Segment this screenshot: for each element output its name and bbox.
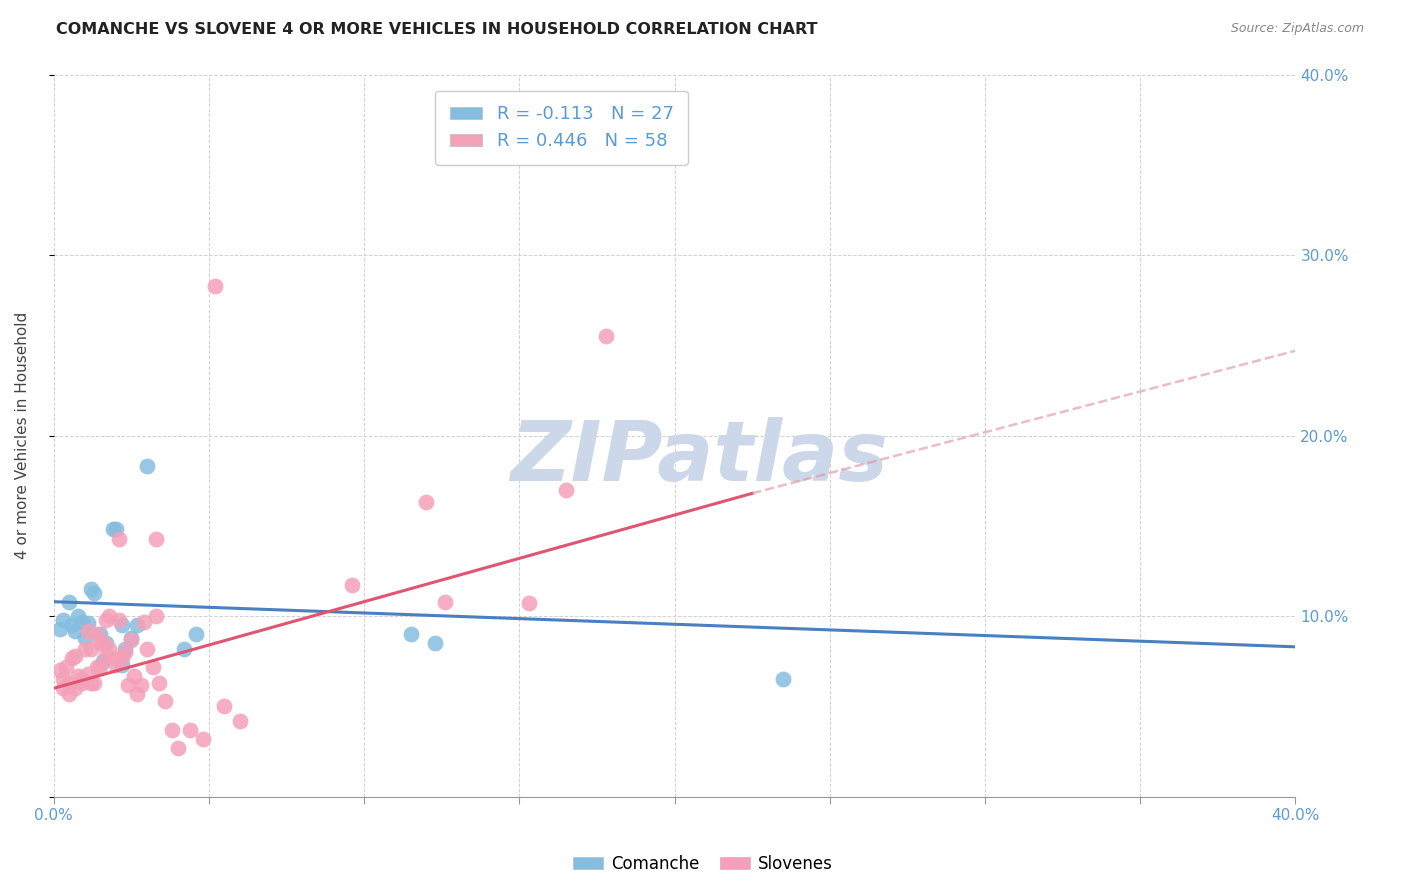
Point: [101, 650, 124, 665]
Point: [399, 627, 422, 641]
Text: ZIPatlas: ZIPatlas: [510, 417, 889, 498]
Point: [108, 613, 131, 627]
Point: [65, 681, 87, 696]
Point: [58, 595, 80, 609]
Point: [76, 667, 98, 681]
Point: [65, 624, 87, 638]
Point: [76, 624, 98, 638]
Point: [52, 673, 75, 687]
Text: Source: ZipAtlas.com: Source: ZipAtlas.com: [1230, 22, 1364, 36]
Point: [58, 687, 80, 701]
Point: [517, 597, 540, 611]
Point: [132, 615, 155, 629]
Point: [111, 657, 134, 672]
Point: [80, 676, 103, 690]
Point: [111, 650, 134, 665]
Point: [70, 676, 93, 690]
Point: [166, 740, 188, 755]
Point: [52, 613, 75, 627]
Point: [67, 669, 90, 683]
Point: [433, 595, 456, 609]
Point: [129, 678, 152, 692]
Point: [104, 657, 127, 672]
Point: [60, 618, 83, 632]
Point: [160, 723, 183, 737]
Point: [73, 641, 96, 656]
Legend: R = -0.113   N = 27, R = 0.446   N = 58: R = -0.113 N = 27, R = 0.446 N = 58: [436, 91, 688, 165]
Point: [127, 618, 149, 632]
Point: [98, 609, 121, 624]
Point: [124, 669, 146, 683]
Point: [101, 523, 124, 537]
Point: [229, 714, 252, 728]
Point: [179, 723, 201, 737]
Point: [204, 278, 226, 293]
Point: [148, 676, 170, 690]
Point: [58, 676, 80, 690]
Point: [98, 641, 121, 656]
Point: [111, 618, 134, 632]
Point: [155, 694, 177, 708]
Point: [142, 659, 165, 673]
Point: [340, 578, 363, 592]
Point: [191, 731, 214, 746]
Point: [70, 615, 93, 629]
Point: [55, 659, 77, 673]
Point: [96, 613, 118, 627]
Point: [91, 636, 114, 650]
Legend: Comanche, Slovenes: Comanche, Slovenes: [567, 848, 839, 880]
Point: [80, 582, 103, 596]
Point: [104, 523, 127, 537]
Point: [67, 609, 90, 624]
Point: [70, 673, 93, 687]
Point: [135, 459, 157, 474]
Text: COMANCHE VS SLOVENE 4 OR MORE VEHICLES IN HOUSEHOLD CORRELATION CHART: COMANCHE VS SLOVENE 4 OR MORE VEHICLES I…: [56, 22, 818, 37]
Point: [65, 648, 87, 663]
Point: [86, 627, 108, 641]
Point: [114, 641, 136, 656]
Point: [89, 636, 111, 650]
Point: [772, 673, 794, 687]
Point: [425, 636, 447, 650]
Point: [145, 609, 167, 624]
Point: [108, 532, 131, 546]
Y-axis label: 4 or more Vehicles in Household: 4 or more Vehicles in Household: [15, 312, 30, 559]
Point: [89, 627, 111, 641]
Point: [145, 532, 167, 546]
Point: [80, 641, 103, 656]
Point: [135, 641, 157, 656]
Point: [73, 631, 96, 645]
Point: [91, 654, 114, 668]
Point: [595, 329, 617, 343]
Point: [89, 659, 111, 673]
Point: [120, 632, 142, 647]
Point: [415, 495, 437, 509]
Point: [60, 650, 83, 665]
Point: [52, 681, 75, 696]
Point: [96, 648, 118, 663]
Point: [117, 678, 139, 692]
Point: [96, 636, 118, 650]
Point: [173, 641, 195, 656]
Point: [86, 659, 108, 673]
Point: [83, 676, 105, 690]
Point: [127, 687, 149, 701]
Point: [120, 631, 142, 645]
Point: [214, 699, 236, 714]
Point: [49, 622, 72, 636]
Point: [49, 663, 72, 677]
Point: [76, 616, 98, 631]
Point: [114, 645, 136, 659]
Point: [83, 585, 105, 599]
Point: [554, 483, 576, 497]
Point: [186, 627, 208, 641]
